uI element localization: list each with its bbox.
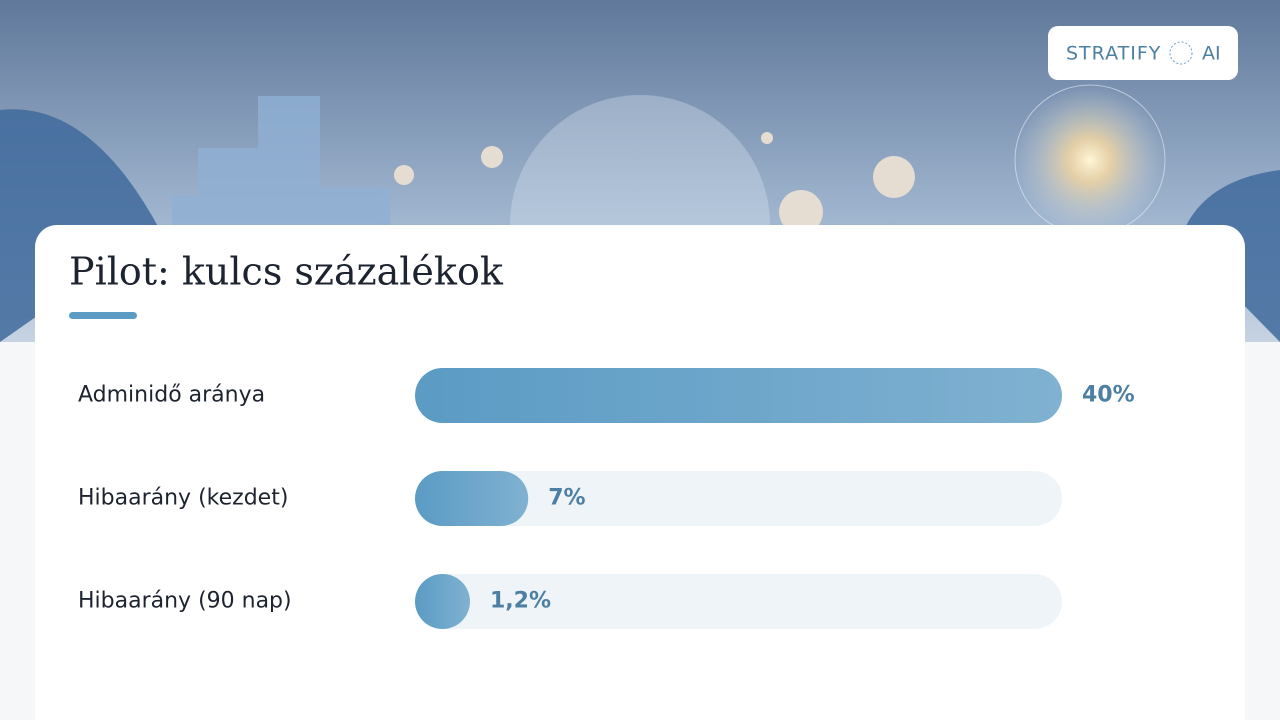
logo-suffix: AI — [1202, 43, 1221, 65]
bar-track — [415, 574, 1062, 629]
category-label: Adminidő aránya — [78, 383, 265, 408]
logo-icon — [1169, 41, 1193, 65]
bar-track — [415, 471, 1062, 526]
value-label: 1,2% — [490, 589, 551, 614]
light — [1015, 85, 1165, 235]
value-label: 7% — [548, 486, 585, 511]
bar — [415, 368, 1062, 423]
value-label: 40% — [1082, 383, 1135, 408]
logo-box — [1048, 26, 1238, 80]
bar — [415, 471, 529, 526]
plot: Adminidő aránya 40% Hibaarány (kezdet) 7% Hi… — [78, 368, 1135, 629]
title-underline — [69, 312, 137, 319]
spheres — [394, 132, 915, 234]
logo-name: STRATIFY — [1066, 43, 1161, 65]
bar — [415, 574, 470, 629]
category-label: Hibaarány (kezdet) — [78, 486, 288, 511]
chart-title: Pilot: kulcs százalékok — [69, 250, 504, 294]
category-label: Hibaarány (90 nap) — [78, 589, 292, 614]
buildings — [172, 96, 390, 238]
